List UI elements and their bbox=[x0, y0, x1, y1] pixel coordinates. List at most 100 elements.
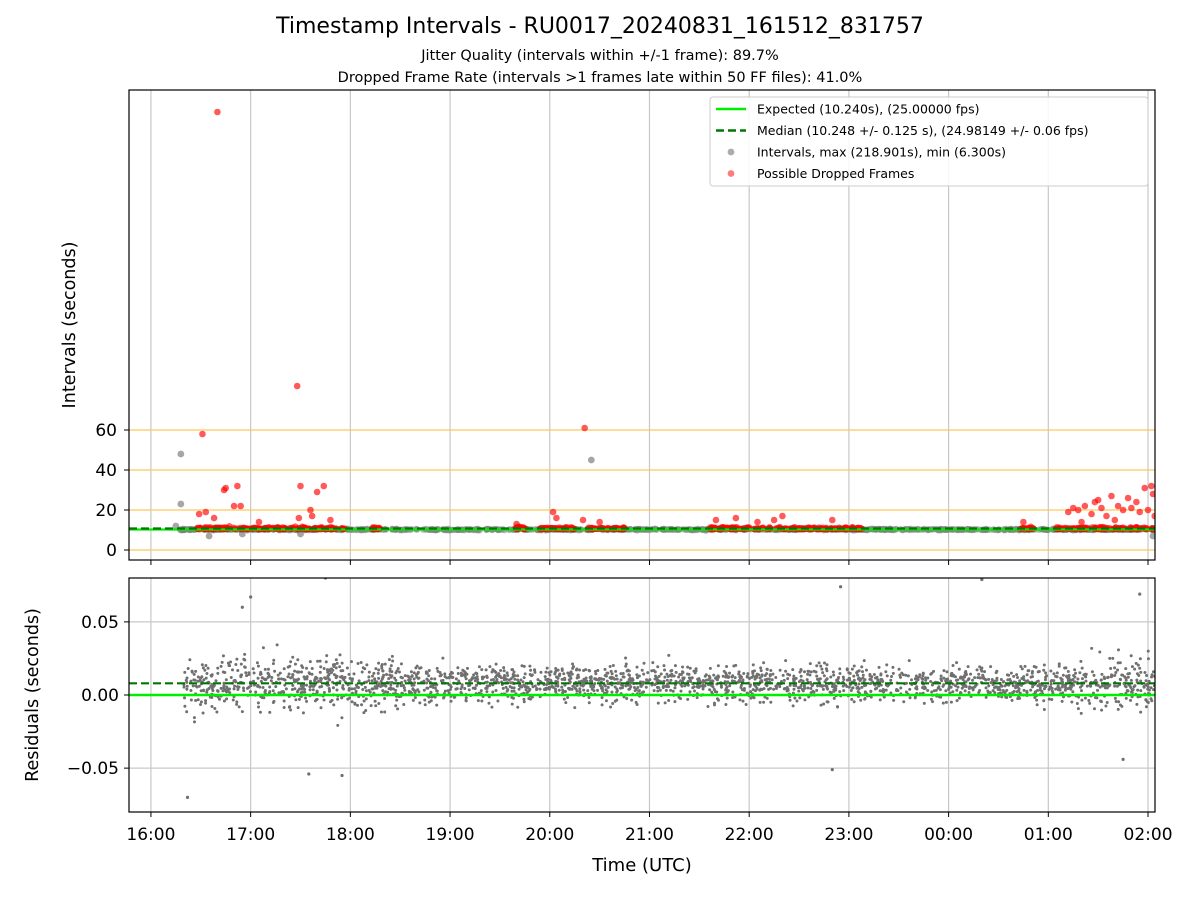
dropped-frame-point bbox=[549, 508, 557, 516]
residual-point bbox=[624, 662, 628, 666]
residual-point bbox=[663, 675, 667, 679]
residual-point bbox=[473, 679, 477, 683]
residual-point bbox=[898, 675, 902, 679]
residual-point bbox=[739, 685, 743, 689]
residual-point bbox=[282, 699, 286, 703]
residual-point bbox=[230, 668, 234, 672]
residual-point bbox=[505, 689, 509, 693]
residual-point bbox=[1027, 669, 1031, 673]
residual-point bbox=[1023, 664, 1027, 668]
residual-point bbox=[268, 685, 272, 689]
residual-point bbox=[589, 675, 593, 679]
residual-point bbox=[221, 670, 225, 674]
residual-point bbox=[625, 669, 629, 673]
residual-point bbox=[828, 690, 832, 694]
residual-point bbox=[1025, 689, 1029, 693]
residual-point bbox=[907, 659, 911, 663]
residual-point bbox=[414, 666, 418, 670]
residual-point bbox=[863, 697, 867, 701]
residual-point bbox=[354, 689, 358, 693]
residual-point bbox=[799, 683, 803, 687]
residual-point bbox=[741, 679, 745, 683]
x-tick-label: 01:00 bbox=[1024, 825, 1073, 845]
residual-point bbox=[1152, 688, 1155, 692]
residual-point bbox=[364, 697, 368, 701]
residual-point bbox=[495, 677, 499, 681]
residual-point bbox=[324, 677, 328, 681]
residual-point bbox=[751, 663, 755, 667]
residual-point bbox=[1113, 673, 1117, 677]
residual-point bbox=[1083, 696, 1087, 700]
residual-point bbox=[225, 697, 229, 701]
residual-point bbox=[1038, 683, 1042, 687]
residual-point bbox=[1032, 664, 1036, 668]
residual-point bbox=[944, 689, 948, 693]
residual-point bbox=[282, 667, 286, 671]
dropped-frame-point bbox=[313, 488, 321, 496]
residual-point bbox=[417, 690, 421, 694]
residual-point bbox=[485, 674, 489, 678]
residual-point bbox=[383, 662, 387, 666]
residual-point bbox=[287, 705, 291, 709]
residual-point bbox=[809, 686, 813, 690]
residual-point bbox=[341, 687, 345, 691]
residual-point bbox=[544, 687, 548, 691]
residual-point bbox=[276, 673, 280, 677]
residual-point bbox=[897, 667, 901, 671]
residual-point bbox=[955, 699, 959, 703]
residual-point bbox=[289, 708, 293, 712]
residual-point bbox=[792, 687, 796, 691]
residual-point bbox=[1003, 684, 1007, 688]
residual-point bbox=[390, 670, 394, 674]
residual-point bbox=[1049, 682, 1053, 686]
residual-point bbox=[228, 664, 232, 668]
residual-point bbox=[1078, 671, 1082, 675]
residual-point bbox=[1116, 668, 1120, 672]
residual-point bbox=[363, 685, 367, 689]
residual-point bbox=[1130, 690, 1134, 694]
residual-point bbox=[890, 674, 894, 678]
residual-point bbox=[616, 681, 620, 685]
residual-point bbox=[427, 695, 431, 699]
residual-point bbox=[652, 689, 656, 693]
residual-point bbox=[677, 675, 681, 679]
residual-point bbox=[614, 669, 618, 673]
residual-point bbox=[1099, 700, 1103, 704]
residual-point bbox=[243, 652, 247, 656]
residual-point bbox=[1035, 698, 1039, 702]
residual-point bbox=[1018, 679, 1022, 683]
residual-point bbox=[989, 665, 993, 669]
dropped-frame-point bbox=[222, 484, 230, 492]
residual-point bbox=[1103, 686, 1107, 690]
residual-point bbox=[448, 688, 452, 692]
residual-point bbox=[681, 671, 685, 675]
residual-point bbox=[269, 679, 273, 683]
residual-point bbox=[847, 685, 851, 689]
residual-point bbox=[523, 672, 527, 676]
dropped-frame-point bbox=[327, 516, 334, 524]
residual-point bbox=[243, 665, 247, 669]
residual-point bbox=[653, 683, 657, 687]
residual-point bbox=[955, 688, 959, 692]
residual-point bbox=[450, 671, 454, 675]
residual-point bbox=[183, 704, 187, 708]
residual-point bbox=[950, 671, 954, 675]
residual-point bbox=[690, 676, 694, 680]
residual-point bbox=[973, 685, 977, 689]
residual-point bbox=[566, 671, 570, 675]
residual-point bbox=[627, 669, 631, 673]
residual-point bbox=[231, 698, 235, 702]
residual-point bbox=[442, 696, 446, 700]
residual-point bbox=[713, 690, 717, 694]
residual-point bbox=[1050, 697, 1054, 701]
residual-point bbox=[621, 675, 625, 679]
residual-point bbox=[305, 666, 309, 670]
residual-point bbox=[798, 696, 802, 700]
residual-point bbox=[190, 669, 194, 673]
residual-point bbox=[397, 670, 401, 674]
residual-point bbox=[1092, 673, 1096, 677]
residual-point bbox=[635, 665, 639, 669]
residual-point bbox=[1080, 677, 1084, 681]
residual-point bbox=[880, 679, 884, 683]
residual-point bbox=[1136, 663, 1140, 667]
